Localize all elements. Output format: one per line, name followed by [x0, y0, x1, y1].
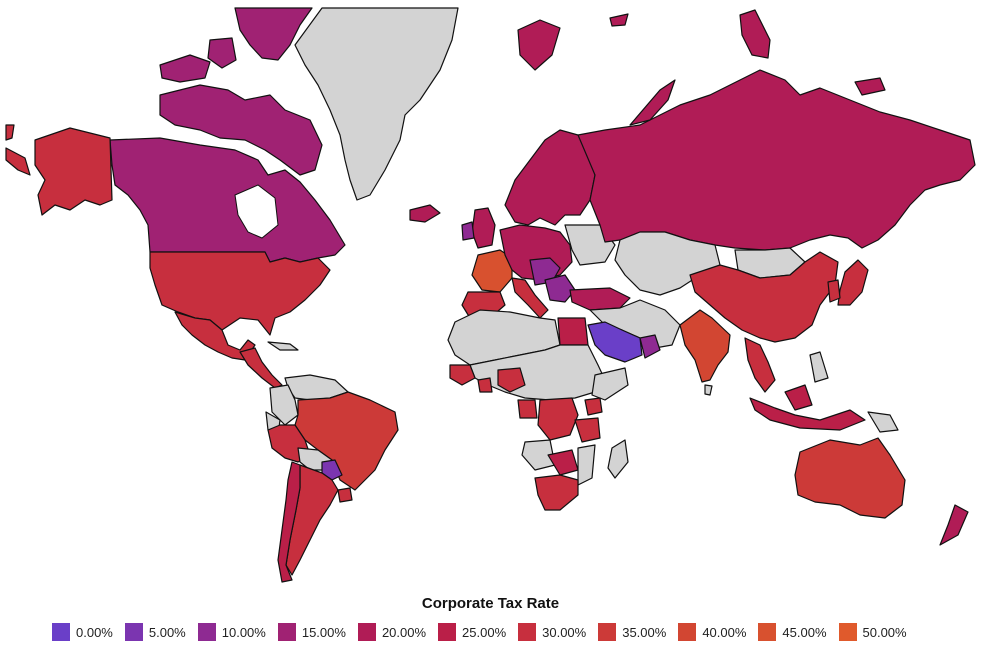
legend-item[interactable]: 30.00% — [518, 623, 586, 641]
region-new-siberian[interactable] — [854, 77, 886, 96]
legend-item[interactable]: 15.00% — [277, 623, 346, 641]
legend-swatch — [678, 623, 697, 641]
legend-swatch — [197, 623, 216, 641]
legend-label: 45.00% — [782, 624, 827, 640]
region-drc[interactable] — [537, 397, 579, 441]
region-papua[interactable] — [867, 411, 899, 433]
region-canada[interactable] — [109, 137, 346, 263]
region-indonesia[interactable] — [749, 397, 866, 431]
legend-swatch — [838, 623, 857, 641]
region-china[interactable] — [689, 251, 839, 343]
region-australia[interactable] — [794, 437, 906, 519]
legend-title: Corporate Tax Rate — [421, 595, 560, 612]
legend-label: 25.00% — [462, 624, 507, 640]
region-southeast-asia[interactable] — [744, 337, 776, 393]
region-svalbard[interactable] — [517, 19, 561, 71]
region-gabon[interactable] — [517, 399, 538, 419]
region-korea[interactable] — [827, 279, 841, 303]
legend-label: 50.00% — [862, 624, 907, 640]
legend-label: 20.00% — [381, 624, 427, 640]
legend-swatch — [438, 623, 457, 641]
region-chile[interactable] — [277, 461, 301, 583]
region-alaska-west[interactable] — [5, 124, 15, 141]
region-canadian-arctic-4[interactable] — [207, 37, 237, 69]
region-italy[interactable] — [511, 277, 549, 319]
region-russia[interactable] — [577, 69, 976, 251]
legend-label: 15.00% — [301, 624, 346, 640]
region-paraguay[interactable] — [321, 459, 343, 481]
legend-item[interactable]: 50.00% — [838, 623, 907, 641]
legend-swatch — [758, 623, 777, 641]
region-balkans[interactable] — [544, 274, 576, 303]
legend-label: 35.00% — [622, 624, 667, 640]
region-ghana[interactable] — [477, 377, 493, 393]
region-egypt[interactable] — [557, 317, 589, 346]
region-nigeria[interactable] — [497, 367, 526, 393]
legend-item[interactable]: 40.00% — [678, 623, 746, 641]
region-madagascar[interactable] — [607, 439, 629, 479]
legend-item[interactable]: 0.00% — [52, 623, 113, 641]
region-new-zealand[interactable] — [939, 504, 969, 546]
region-canadian-arctic-2[interactable] — [159, 84, 323, 176]
region-novaya-zemlya[interactable] — [629, 79, 676, 126]
region-horn-of-africa[interactable] — [591, 367, 629, 401]
region-malaysia-borneo[interactable] — [784, 384, 813, 411]
region-kenya[interactable] — [584, 397, 603, 416]
region-saudi-arabia[interactable] — [587, 321, 643, 363]
region-west-africa[interactable] — [449, 364, 476, 386]
legend-item[interactable]: 5.00% — [124, 623, 186, 641]
legend: 0.00% 5.00% 10.00% 15.00% 20.00% 25.00% 30.00%… — [52, 623, 919, 641]
region-south-africa[interactable] — [534, 474, 579, 511]
region-philippines[interactable] — [809, 351, 829, 383]
region-franz-josef[interactable] — [609, 13, 629, 27]
legend-label: 40.00% — [702, 624, 747, 640]
legend-swatch — [124, 623, 143, 641]
world-map — [5, 7, 976, 583]
legend-item[interactable]: 25.00% — [438, 623, 506, 641]
region-chukotka-edge[interactable] — [5, 147, 31, 176]
legend-swatch — [52, 623, 70, 641]
region-mozambique[interactable] — [577, 444, 596, 486]
region-canadian-arctic[interactable] — [234, 7, 313, 61]
region-iceland[interactable] — [409, 204, 441, 223]
legend-label: 30.00% — [542, 624, 587, 640]
region-canadian-arctic-3[interactable] — [159, 54, 211, 83]
region-zambia[interactable] — [547, 449, 579, 476]
region-alaska[interactable] — [34, 127, 113, 216]
region-caribbean[interactable] — [267, 341, 299, 351]
region-tanzania[interactable] — [574, 417, 601, 443]
region-japan[interactable] — [837, 259, 869, 306]
region-central-america[interactable] — [239, 347, 283, 389]
region-sri-lanka[interactable] — [704, 384, 713, 396]
region-ireland[interactable] — [461, 221, 475, 241]
region-oman[interactable] — [639, 334, 661, 359]
legend-label: 10.00% — [221, 624, 266, 640]
legend-item[interactable]: 35.00% — [598, 623, 666, 641]
region-united-kingdom[interactable] — [471, 207, 496, 249]
region-india[interactable] — [679, 309, 731, 383]
legend-swatch — [518, 623, 537, 641]
region-turkey[interactable] — [569, 287, 631, 311]
region-angola[interactable] — [521, 439, 556, 471]
region-mexico[interactable] — [174, 311, 256, 361]
legend-swatch — [357, 623, 376, 641]
region-united-states[interactable] — [149, 251, 331, 336]
legend-item[interactable]: 45.00% — [758, 623, 827, 641]
region-uruguay[interactable] — [337, 487, 353, 503]
legend-swatch — [277, 623, 296, 641]
legend-label: 5.00% — [148, 624, 186, 640]
legend-swatch — [598, 623, 617, 641]
legend-item[interactable]: 20.00% — [357, 623, 427, 641]
region-greenland[interactable] — [294, 7, 459, 201]
region-severnaya-zemlya[interactable] — [739, 9, 771, 59]
region-france[interactable] — [471, 249, 513, 293]
legend-item[interactable]: 10.00% — [197, 623, 266, 641]
legend-label: 0.00% — [76, 624, 113, 640]
